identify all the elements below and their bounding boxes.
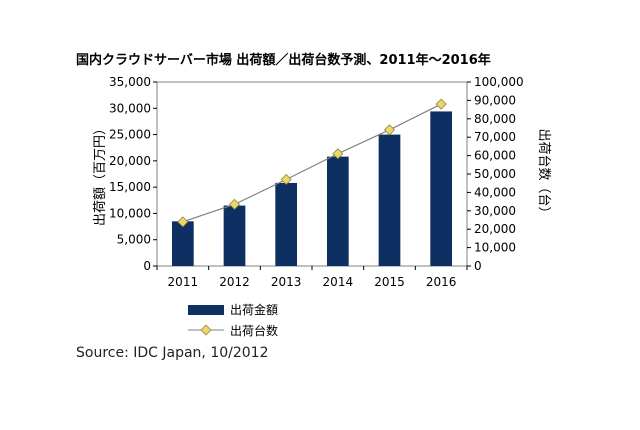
- x-tick-label: 2014: [323, 275, 354, 289]
- y2-tick-label: 0: [474, 259, 482, 273]
- y2-tick-label: 80,000: [474, 112, 516, 126]
- bar: [326, 156, 349, 266]
- y2-tick-label: 50,000: [474, 167, 516, 181]
- y2-tick-label: 60,000: [474, 149, 516, 163]
- line-point: [332, 148, 344, 160]
- y-tick-label: 30,000: [109, 101, 151, 115]
- bar: [171, 221, 194, 266]
- y2-tick-label: 30,000: [474, 204, 516, 218]
- source-note: Source: IDC Japan, 10/2012: [76, 345, 269, 361]
- y2-axis-label: 出荷台数（台）: [536, 128, 551, 219]
- y2-tick-label: 20,000: [474, 222, 516, 236]
- y2-tick-label: 100,000: [474, 75, 524, 89]
- bar: [275, 182, 298, 266]
- y-tick-label: 10,000: [109, 206, 151, 220]
- line-point: [435, 98, 447, 110]
- bar: [223, 205, 246, 266]
- bar: [430, 111, 453, 266]
- x-tick-label: 2013: [271, 275, 302, 289]
- legend-bar-label: 出荷金額: [230, 302, 278, 317]
- y2-tick-label: 10,000: [474, 241, 516, 255]
- y-tick-label: 20,000: [109, 154, 151, 168]
- y-tick-label: 25,000: [109, 128, 151, 142]
- line-point: [177, 216, 189, 228]
- x-tick-label: 2016: [426, 275, 457, 289]
- series-line: [182, 103, 442, 223]
- line-point: [229, 198, 240, 210]
- legend-line-label: 出荷台数: [230, 323, 278, 338]
- x-tick-label: 2011: [168, 275, 199, 289]
- line-point: [384, 124, 395, 136]
- plot-frame: [156, 81, 468, 267]
- x-tick-label: 2015: [374, 275, 405, 289]
- y-tick-label: 5,000: [117, 233, 151, 247]
- chart-title: 国内クラウドサーバー市場 出荷額／出荷台数予測、2011年～2016年: [76, 52, 491, 68]
- line-point: [280, 174, 292, 186]
- legend-marker: [200, 324, 212, 336]
- y2-tick-label: 90,000: [474, 93, 516, 107]
- x-tick-label: 2012: [219, 275, 250, 289]
- y-tick-label: 35,000: [109, 75, 151, 89]
- y-tick-label: 15,000: [109, 180, 151, 194]
- bar: [378, 134, 401, 266]
- y-axis-label: 出荷額（百万円）: [93, 122, 108, 226]
- legend-bar-swatch: [188, 305, 224, 315]
- y2-tick-label: 40,000: [474, 185, 516, 199]
- y-tick-label: 0: [143, 259, 151, 273]
- y2-tick-label: 70,000: [474, 130, 516, 144]
